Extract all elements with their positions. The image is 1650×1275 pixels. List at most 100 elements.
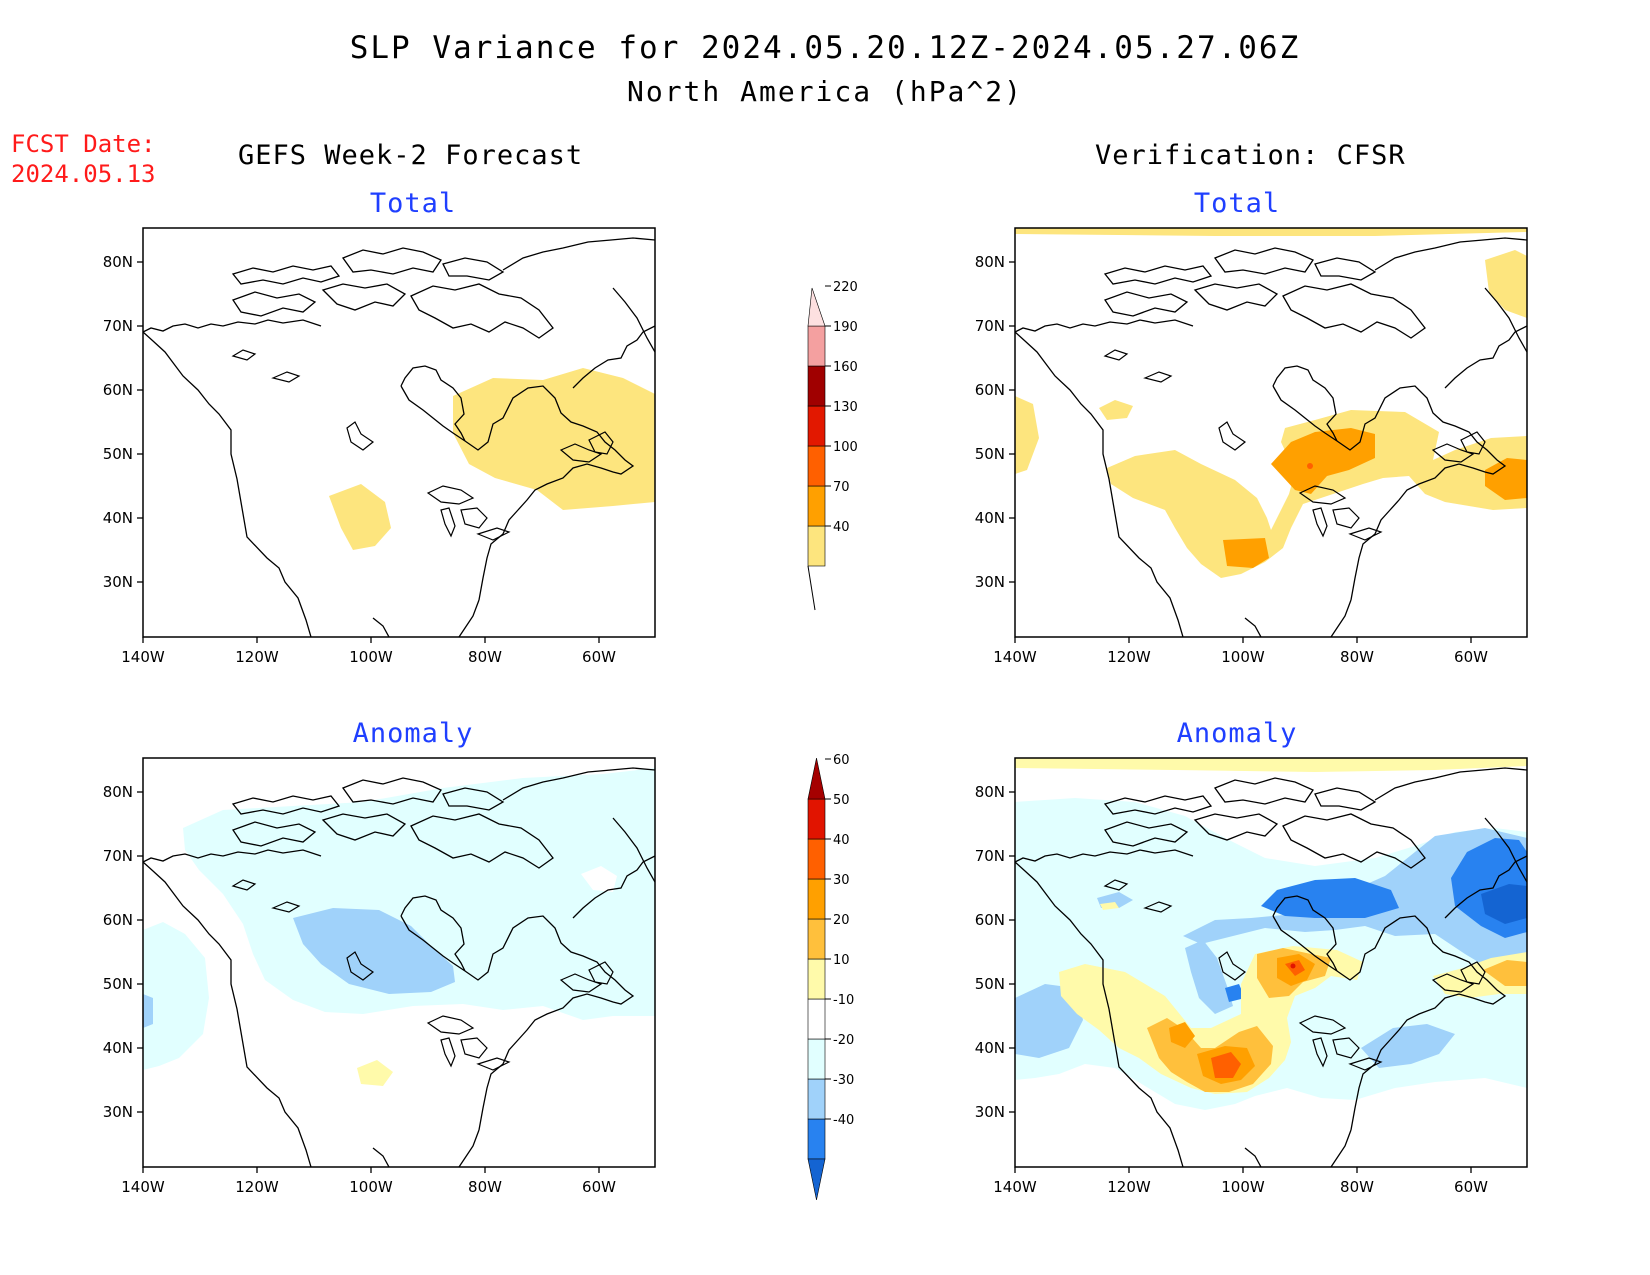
colorbar-anomaly-swatch — [807, 918, 826, 960]
main-subtitle: North America (hPa^2) — [626, 75, 1023, 108]
colorbar-anomaly-level-label: 20 — [833, 913, 850, 928]
lon-tick-label: 140W — [993, 648, 1037, 666]
lon-tick-label: 80W — [1340, 648, 1374, 666]
lon-tick-label: 100W — [1221, 1178, 1265, 1196]
colorbar-total-bottom-tail — [807, 565, 816, 611]
colorbar-anomaly-swatch — [807, 1078, 826, 1120]
lat-tick-label: 30N — [103, 1103, 133, 1121]
lon-tick-label: 120W — [1107, 648, 1151, 666]
panel-title-forecast-total: Total — [369, 188, 457, 219]
lat-tick-label: 80N — [975, 783, 1005, 801]
lon-tick-label: 60W — [1454, 1178, 1488, 1196]
lat-tick-label: 70N — [103, 847, 133, 865]
fcst-date-label: FCST Date: — [11, 130, 156, 158]
lon-tick-label: 140W — [993, 1178, 1037, 1196]
fcst-date-value: 2024.05.13 — [11, 160, 156, 188]
lon-tick-label: 120W — [235, 1178, 279, 1196]
colorbar-total-level-label: 70 — [833, 480, 850, 495]
lat-tick-label: 70N — [975, 847, 1005, 865]
colorbar-total-level-label: 100 — [833, 440, 858, 455]
lon-tick-label: 60W — [582, 1178, 616, 1196]
colorbar-total-level-label: 220 — [833, 280, 858, 295]
lon-tick-label: 80W — [1340, 1178, 1374, 1196]
lat-tick-label: 50N — [103, 445, 133, 463]
colorbar-total-swatch — [807, 445, 826, 487]
colorbar-anomaly-swatch — [807, 878, 826, 920]
shading-verification-anomaly — [1015, 758, 1527, 1110]
panel-title-verification-total: Total — [1193, 188, 1281, 219]
colorbar-anomaly-level-label: -20 — [833, 1033, 854, 1048]
map-panel-verification-anomaly — [1014, 757, 1528, 1168]
colorbar-anomaly-bottom-arrow — [807, 1158, 826, 1201]
lat-tick-label: 40N — [103, 1039, 133, 1057]
map-panel-forecast-anomaly — [142, 757, 656, 1168]
lon-tick-label: 80W — [468, 648, 502, 666]
lat-tick-label: 60N — [975, 911, 1005, 929]
colorbar-anomaly-top-arrow — [807, 757, 826, 800]
colorbar-anomaly-level-label: 10 — [833, 953, 850, 968]
forecast-column-heading: GEFS Week-2 Forecast — [238, 140, 584, 171]
lon-tick-label: 120W — [235, 648, 279, 666]
lon-tick-label: 140W — [121, 1178, 165, 1196]
lon-tick-label: 120W — [1107, 1178, 1151, 1196]
map-panel-verification-total — [1014, 227, 1528, 638]
colorbar-anomaly-swatch — [807, 798, 826, 840]
lat-tick-label: 30N — [975, 1103, 1005, 1121]
panel-title-verification-anomaly: Anomaly — [1176, 718, 1298, 749]
shading-forecast-total — [329, 368, 655, 550]
lat-tick-label: 50N — [975, 975, 1005, 993]
colorbar-anomaly-level-label: -10 — [833, 993, 854, 1008]
colorbar-total-top-arrow — [807, 287, 826, 327]
colorbar-total-swatch — [807, 525, 826, 567]
colorbar-anomaly-swatch — [807, 838, 826, 880]
lat-tick-label: 70N — [103, 317, 133, 335]
lat-tick-label: 80N — [103, 783, 133, 801]
colorbar-total-swatch — [807, 405, 826, 447]
lat-tick-label: 60N — [103, 911, 133, 929]
colorbar-total-level-label: 130 — [833, 400, 858, 415]
lon-tick-label: 80W — [468, 1178, 502, 1196]
colorbar-anomaly-swatch — [807, 958, 826, 1000]
lat-tick-label: 40N — [975, 1039, 1005, 1057]
lon-tick-label: 140W — [121, 648, 165, 666]
lat-tick-label: 40N — [103, 509, 133, 527]
map-panel-forecast-total — [142, 227, 656, 638]
map-frame — [142, 757, 656, 1168]
colorbar-anomaly: -40 -30 -20 -10 10 20 30 40 50 60 — [807, 753, 854, 1201]
map-frame — [142, 227, 656, 638]
lat-tick-label: 30N — [103, 573, 133, 591]
lon-tick-label: 100W — [1221, 648, 1265, 666]
colorbar-anomaly-swatch — [807, 1038, 826, 1080]
lat-tick-label: 80N — [975, 253, 1005, 271]
map-frame — [1014, 227, 1528, 638]
lon-tick-label: 60W — [582, 648, 616, 666]
colorbar-total-level-label: 40 — [833, 520, 850, 535]
lon-tick-label: 100W — [349, 1178, 393, 1196]
colorbar-anomaly-level-label: -40 — [833, 1113, 854, 1128]
lat-tick-label: 80N — [103, 253, 133, 271]
shading-forecast-anomaly — [143, 768, 655, 1086]
map-frame — [1014, 757, 1528, 1168]
colorbar-anomaly-level-label: 50 — [833, 793, 850, 808]
lat-tick-label: 50N — [975, 445, 1005, 463]
lon-tick-label: 100W — [349, 648, 393, 666]
colorbar-anomaly-level-label: 60 — [833, 753, 850, 768]
colorbar-anomaly-level-label: 30 — [833, 873, 850, 888]
shading-verification-total — [1015, 228, 1527, 578]
panel-title-forecast-anomaly: Anomaly — [352, 718, 474, 749]
lat-tick-label: 40N — [975, 509, 1005, 527]
colorbar-anomaly-swatch — [807, 998, 826, 1040]
colorbar-total-level-label: 190 — [833, 320, 858, 335]
colorbar-total-level-label: 160 — [833, 360, 858, 375]
lat-tick-label: 60N — [975, 381, 1005, 399]
axes-layer: 80N 70N 60N 50N 40N 30N 140W 120W 100W 80W 60W 80N 7… — [103, 253, 1488, 1196]
colorbar-anomaly-swatch — [807, 1118, 826, 1160]
colorbar-anomaly-level-label: -30 — [833, 1073, 854, 1088]
lat-tick-label: 70N — [975, 317, 1005, 335]
main-title: SLP Variance for 2024.05.20.12Z-2024.05.… — [349, 30, 1301, 66]
colorbar-total: 40 70 100 130 160 190 220 — [807, 280, 858, 611]
lon-tick-label: 60W — [1454, 648, 1488, 666]
lat-tick-label: 60N — [103, 381, 133, 399]
verification-column-heading: Verification: CFSR — [1095, 140, 1406, 171]
